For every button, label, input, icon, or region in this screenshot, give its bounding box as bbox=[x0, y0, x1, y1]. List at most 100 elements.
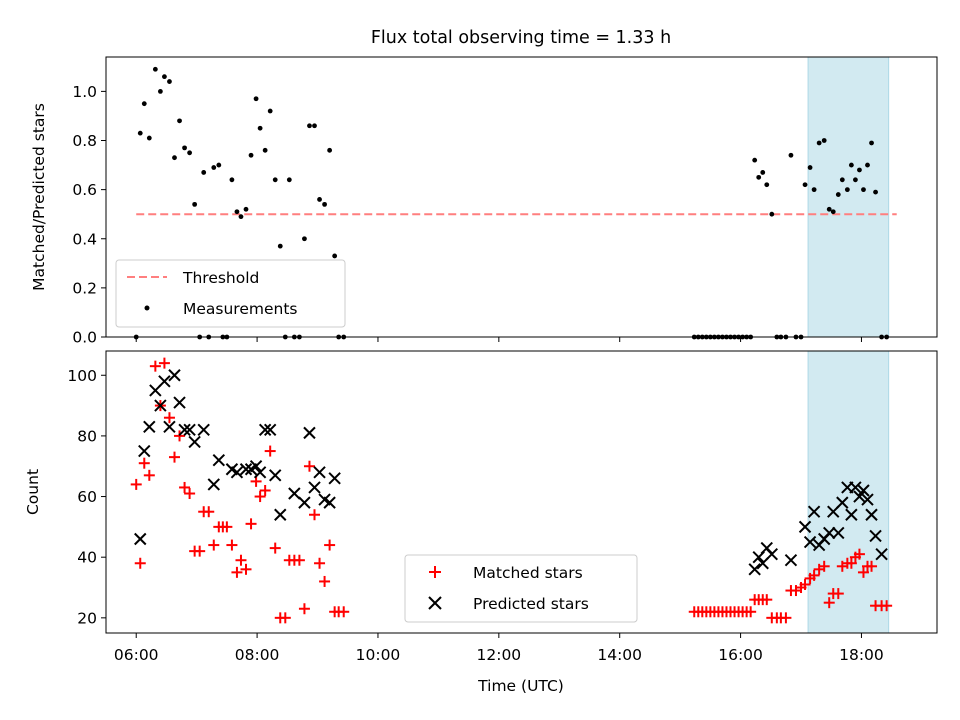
measurement-point bbox=[844, 187, 850, 193]
measurement-point bbox=[302, 236, 307, 242]
matched-star-point bbox=[254, 491, 266, 503]
matched-star-point bbox=[857, 566, 869, 578]
matched-star-point bbox=[240, 563, 252, 575]
top-y-axis-label: Matched/Predicted stars bbox=[30, 103, 48, 291]
predicted-star-point bbox=[239, 463, 253, 476]
top-y-tick-label: 0.4 bbox=[72, 230, 97, 248]
matched-star-point bbox=[818, 560, 830, 572]
measurement-point bbox=[234, 209, 240, 215]
predicted-star-point bbox=[274, 508, 287, 521]
matched-star-point bbox=[761, 594, 773, 606]
predicted-star-point bbox=[865, 508, 878, 521]
measurement-point bbox=[807, 165, 813, 170]
predicted-star-point bbox=[258, 423, 272, 437]
matched-star-point bbox=[194, 545, 206, 557]
measurement-point bbox=[802, 182, 808, 188]
matched-star-point bbox=[799, 578, 811, 590]
measurement-point bbox=[238, 214, 244, 220]
matched-star-point bbox=[264, 445, 276, 457]
bottom-legend: Matched stars Predicted stars bbox=[404, 554, 638, 623]
top-panel: 0.0 0.2 0.4 0.6 0.8 1.0 Matched/Predicted sta… bbox=[30, 56, 938, 347]
measurement-point bbox=[192, 201, 198, 207]
measurement-point bbox=[853, 177, 858, 183]
measurement-point bbox=[262, 147, 268, 153]
measurement-point bbox=[811, 187, 817, 193]
matched-star-point bbox=[226, 539, 238, 551]
bottom-x-tick-label: 08:00 bbox=[235, 646, 280, 664]
measurement-point bbox=[869, 140, 874, 146]
measurement-point bbox=[788, 152, 794, 158]
measurement-point bbox=[187, 150, 193, 156]
measurement-point bbox=[257, 125, 263, 131]
matched-star-point bbox=[208, 539, 220, 551]
matched-star-point bbox=[319, 575, 331, 587]
measurement-point bbox=[322, 201, 327, 207]
matched-star-point bbox=[231, 566, 243, 578]
highlight-span bbox=[807, 56, 890, 338]
measurement-point bbox=[756, 174, 762, 180]
matched-star-point bbox=[235, 554, 247, 566]
bottom-y-tick-label: 20 bbox=[77, 609, 97, 627]
predicted-star-point bbox=[798, 520, 812, 534]
measurement-point bbox=[216, 162, 222, 168]
matched-star-point bbox=[279, 612, 291, 624]
matched-star-point bbox=[845, 557, 857, 569]
predicted-star-point bbox=[807, 505, 821, 518]
predicted-star-point bbox=[832, 526, 845, 540]
predicted-star-point bbox=[857, 484, 870, 497]
matched-star-point bbox=[808, 569, 820, 581]
predicted-star-point bbox=[263, 423, 277, 437]
predicted-star-point bbox=[173, 396, 186, 409]
measurement-point bbox=[211, 165, 217, 170]
matched-star-point bbox=[138, 457, 150, 469]
predicted-star-point bbox=[154, 399, 167, 412]
predicted-star-point bbox=[212, 453, 226, 467]
measurement-point bbox=[769, 211, 775, 217]
matched-star-point bbox=[168, 451, 180, 463]
legend-predicted-swatch bbox=[428, 596, 442, 610]
predicted-star-point bbox=[163, 420, 176, 434]
matched-star-point bbox=[309, 509, 321, 521]
predicted-star-point bbox=[328, 472, 341, 485]
measurement-point bbox=[253, 96, 259, 102]
legend-matched-label: Matched stars bbox=[473, 564, 583, 582]
predicted-star-point bbox=[230, 466, 244, 479]
measurement-point bbox=[821, 138, 827, 143]
chart-title: Flux total observing time = 1.33 h bbox=[371, 28, 671, 48]
measurement-point bbox=[137, 130, 143, 136]
bottom-x-tick-label: 16:00 bbox=[718, 646, 763, 664]
matched-star-point bbox=[314, 557, 326, 569]
measurement-point bbox=[816, 140, 822, 146]
bottom-y-tick-label: 60 bbox=[77, 488, 97, 506]
bottom-legend-box bbox=[404, 554, 638, 623]
predicted-star-point bbox=[853, 490, 866, 503]
matched-star-point bbox=[324, 539, 336, 551]
predicted-star-point bbox=[748, 563, 761, 576]
measurement-point bbox=[848, 162, 854, 168]
predicted-star-point bbox=[836, 496, 849, 509]
matched-star-point bbox=[134, 557, 146, 569]
matched-star-point bbox=[269, 542, 281, 554]
measurement-point bbox=[152, 66, 158, 72]
matched-star-point bbox=[303, 460, 315, 472]
measurement-point bbox=[157, 88, 163, 94]
top-y-tick-label: 0.6 bbox=[72, 181, 97, 199]
predicted-star-point bbox=[188, 435, 201, 449]
measurement-point bbox=[857, 167, 862, 173]
measurement-point bbox=[839, 177, 845, 183]
measurement-point bbox=[162, 74, 167, 80]
predicted-star-point bbox=[875, 547, 888, 561]
matched-star-point bbox=[158, 357, 170, 369]
matched-star-point bbox=[780, 612, 792, 624]
bottom-x-tick-label: 14:00 bbox=[597, 646, 642, 664]
bottom-x-axis-label: Time (UTC) bbox=[477, 677, 564, 695]
top-legend: Threshold Measurements bbox=[115, 259, 346, 328]
predicted-star-point bbox=[803, 535, 817, 549]
measurement-point bbox=[141, 101, 147, 107]
measurement-point bbox=[201, 170, 207, 175]
bottom-panel: 20 40 60 80 100 06:00 08:00 10:00 12:00 14:00 16:0… bbox=[24, 350, 938, 695]
matched-star-point bbox=[174, 430, 186, 442]
matched-star-point bbox=[221, 521, 233, 533]
predicted-star-point bbox=[869, 529, 882, 543]
